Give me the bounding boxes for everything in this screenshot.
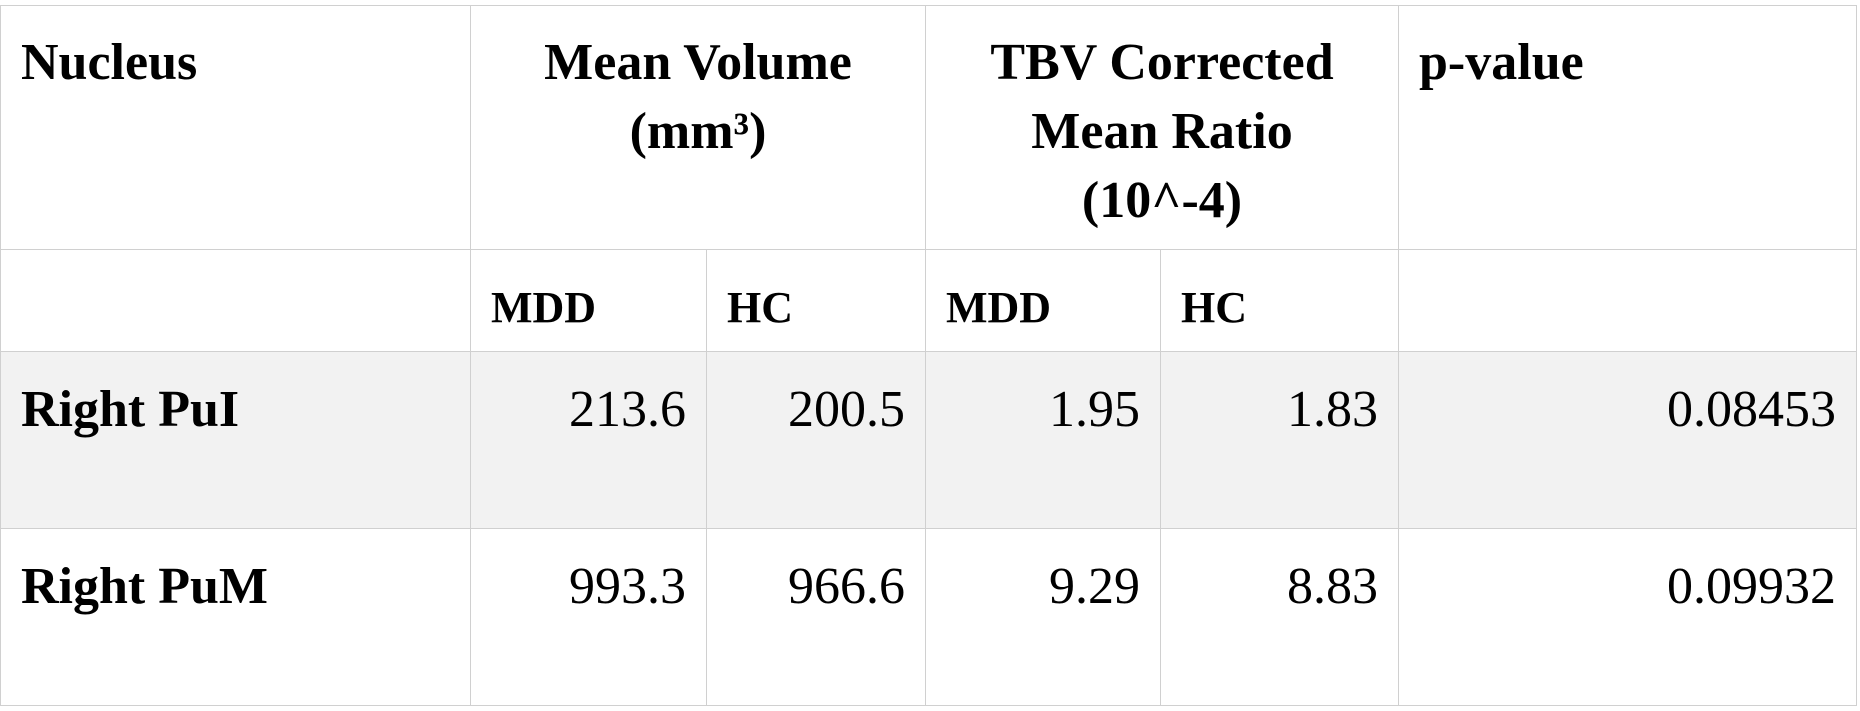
header-line: TBV Corrected — [990, 34, 1334, 91]
header-line: Nucleus — [21, 34, 198, 91]
value-cell: 993.3 — [470, 528, 707, 706]
table: Nucleus Mean Volume (mm³) TBV Corrected Mean… — [0, 5, 1858, 706]
value-cell: 9.29 — [925, 528, 1161, 706]
header-line: p-value — [1419, 34, 1584, 91]
header-cell: TBV Corrected Mean Ratio (10^-4) — [924, 5, 1400, 250]
table-body: Nucleus Mean Volume (mm³) TBV Corrected Mean… — [0, 5, 1858, 706]
value-cell: 0.09932 — [1398, 528, 1858, 706]
header-line: (mm³) — [629, 103, 767, 160]
value-cell: 8.83 — [1159, 528, 1400, 706]
subheader-cell: HC — [706, 249, 926, 352]
value-cell: 966.6 — [706, 528, 926, 706]
header-cell: p-value — [1398, 5, 1858, 250]
value-cell: 213.6 — [470, 351, 707, 529]
header-line: Mean Volume — [544, 34, 852, 91]
header-row: Nucleus Mean Volume (mm³) TBV Corrected Mean… — [0, 5, 1858, 250]
row-label: Right PuM — [0, 528, 471, 706]
value-cell: 1.95 — [925, 351, 1161, 529]
header-cell: Nucleus — [0, 5, 471, 250]
subheader-cell: HC — [1159, 249, 1400, 352]
header-line: Mean Ratio — [1031, 103, 1293, 160]
subheader-cell: MDD — [925, 249, 1161, 352]
subheader-cell: MDD — [470, 249, 707, 352]
subheader-row: MDD HC MDD HC — [0, 249, 1858, 352]
page: Nucleus Mean Volume (mm³) TBV Corrected Mean… — [0, 5, 1860, 711]
value-cell: 1.83 — [1159, 351, 1400, 529]
body-row: Right PuI 213.6 200.5 1.95 1.83 0.08453 — [0, 351, 1858, 529]
empty-cell — [1398, 249, 1858, 352]
header-line: (10^-4) — [1081, 172, 1243, 229]
value-cell: 0.08453 — [1398, 351, 1858, 529]
header-cell: Mean Volume (mm³) — [470, 5, 926, 250]
body-row: Right PuM 993.3 966.6 9.29 8.83 0.09932 — [0, 528, 1858, 706]
value-cell: 200.5 — [706, 351, 926, 529]
empty-cell — [0, 249, 471, 352]
row-label: Right PuI — [0, 351, 471, 529]
